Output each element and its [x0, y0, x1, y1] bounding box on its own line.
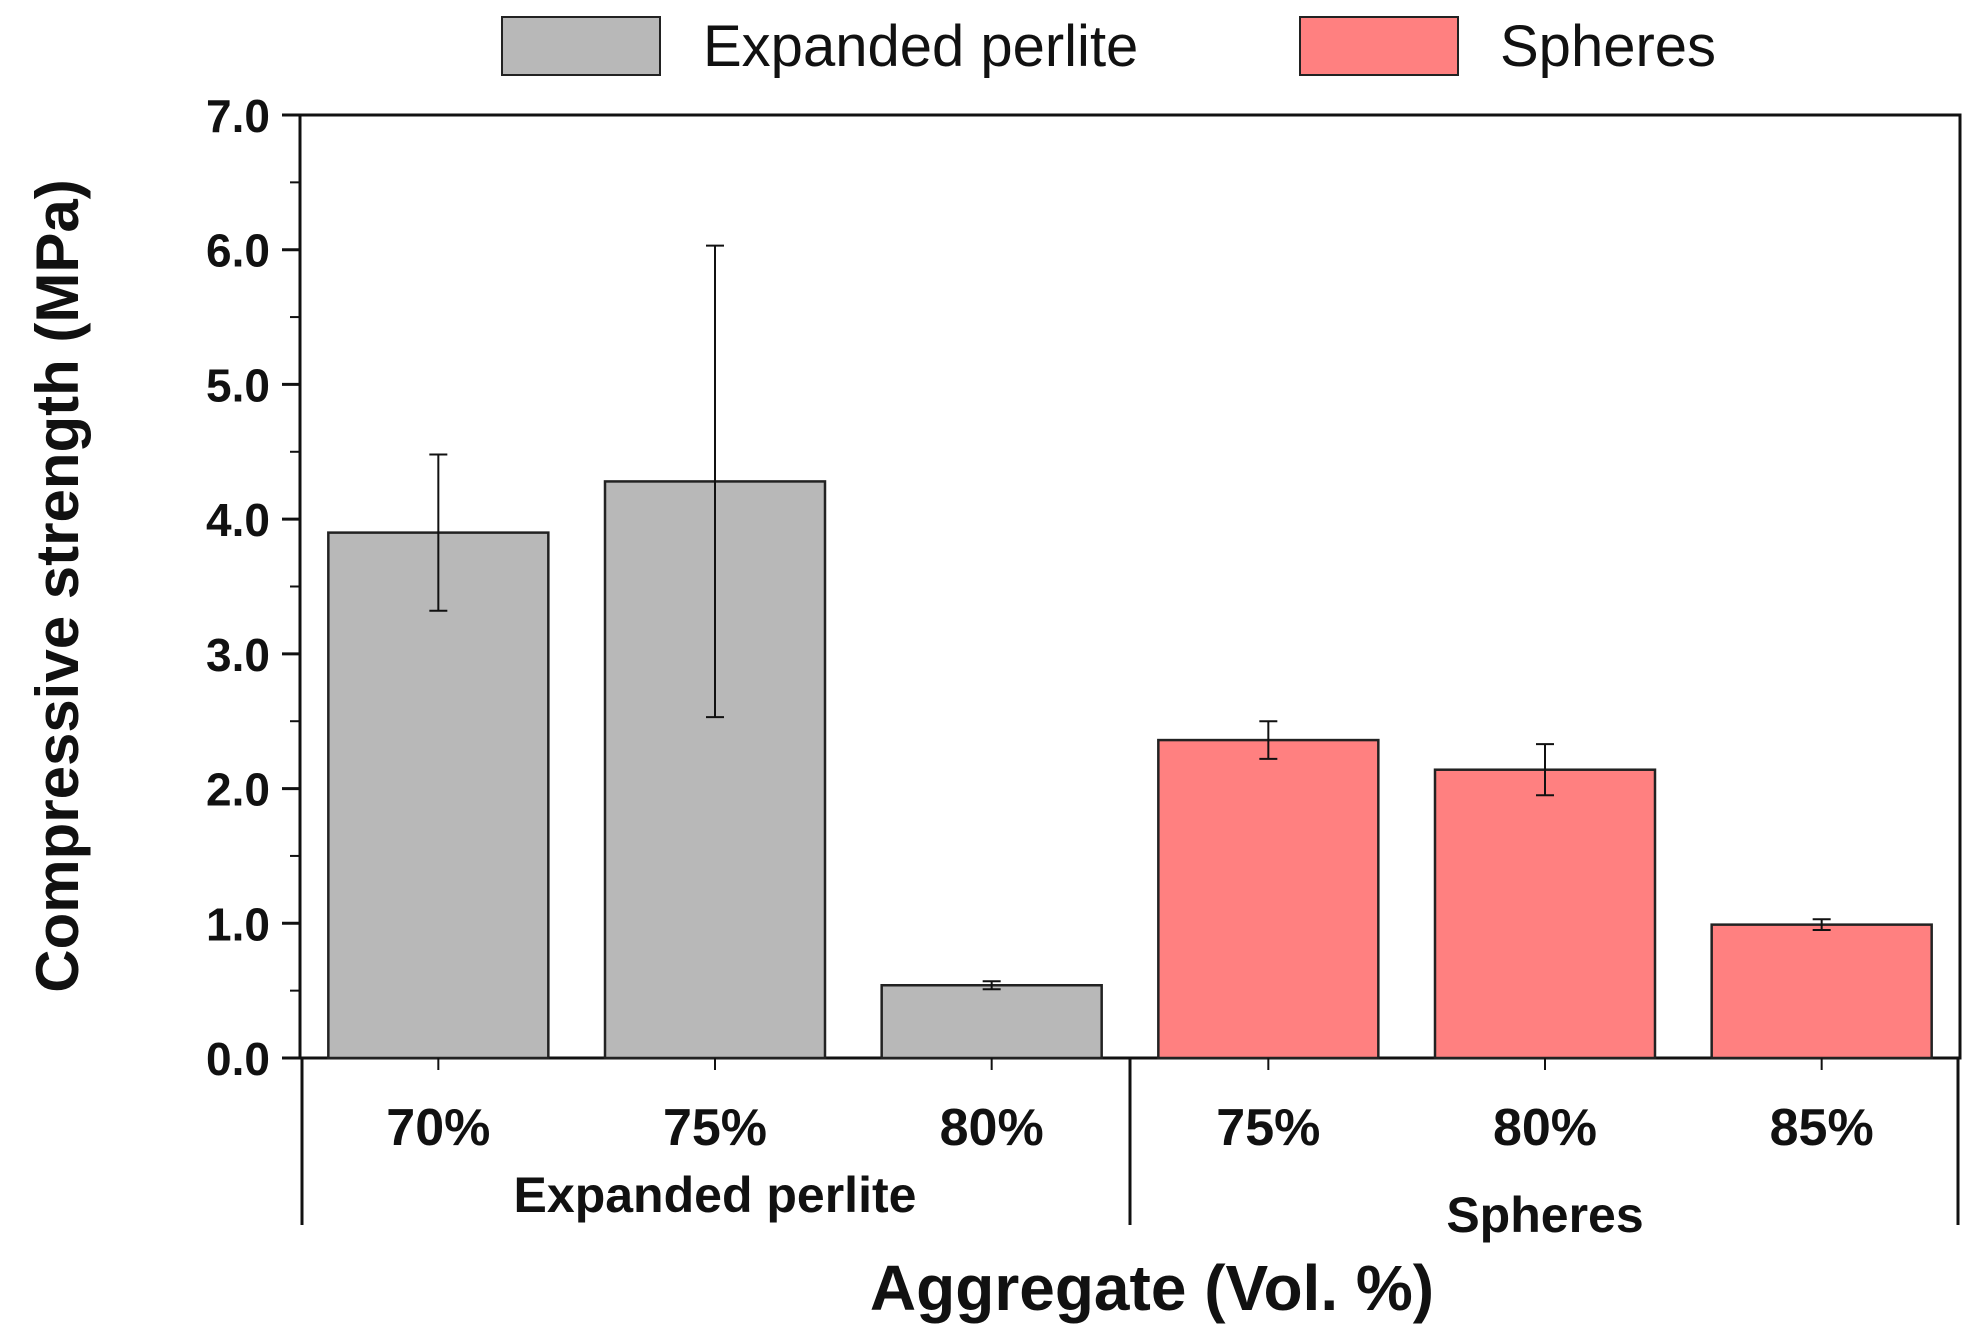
x-axis-title: Aggregate (Vol. %): [870, 1252, 1434, 1324]
y-tick-label: 7.0: [206, 90, 270, 142]
error-bars: [429, 244, 1831, 991]
x-category-label: 75%: [1216, 1099, 1320, 1157]
bar: [1157, 738, 1380, 1060]
y-tick-label: 5.0: [206, 359, 270, 411]
bar: [327, 531, 550, 1060]
y-tick-label: 2.0: [206, 764, 270, 816]
legend-swatch-spheres: [1299, 16, 1459, 76]
y-tick-label: 1.0: [206, 898, 270, 950]
bar: [880, 984, 1103, 1060]
bars: [327, 480, 1933, 1060]
y-axis: 0.0 1.0 2.0 3.0 4.0 5.0 6.0 7.0: [206, 90, 300, 1085]
x-category-label: 85%: [1770, 1099, 1874, 1157]
x-axis: 70% 75% 80% 75% 80% 85% Expanded perlite Sphere…: [300, 1058, 1960, 1243]
bar: [1710, 923, 1933, 1060]
bar: [1433, 768, 1657, 1060]
x-category-label: 70%: [386, 1099, 490, 1157]
x-category-label: 80%: [940, 1099, 1044, 1157]
group-label-spheres: Spheres: [1446, 1187, 1643, 1243]
y-tick-label: 4.0: [206, 494, 270, 546]
legend-label-spheres: Spheres: [1500, 14, 1716, 79]
group-label-expanded-perlite: Expanded perlite: [514, 1167, 917, 1223]
y-tick-label: 0.0: [206, 1033, 270, 1085]
y-tick-label: 3.0: [206, 629, 270, 681]
legend-swatch-expanded-perlite: [501, 16, 661, 76]
legend: Expanded perlite Spheres: [501, 14, 1716, 79]
x-category-label: 75%: [663, 1099, 767, 1157]
y-tick-label: 6.0: [206, 225, 270, 277]
x-category-label: 80%: [1493, 1099, 1597, 1157]
legend-label-expanded-perlite: Expanded perlite: [703, 14, 1138, 79]
y-axis-title: Compressive strength (MPa): [24, 179, 91, 993]
